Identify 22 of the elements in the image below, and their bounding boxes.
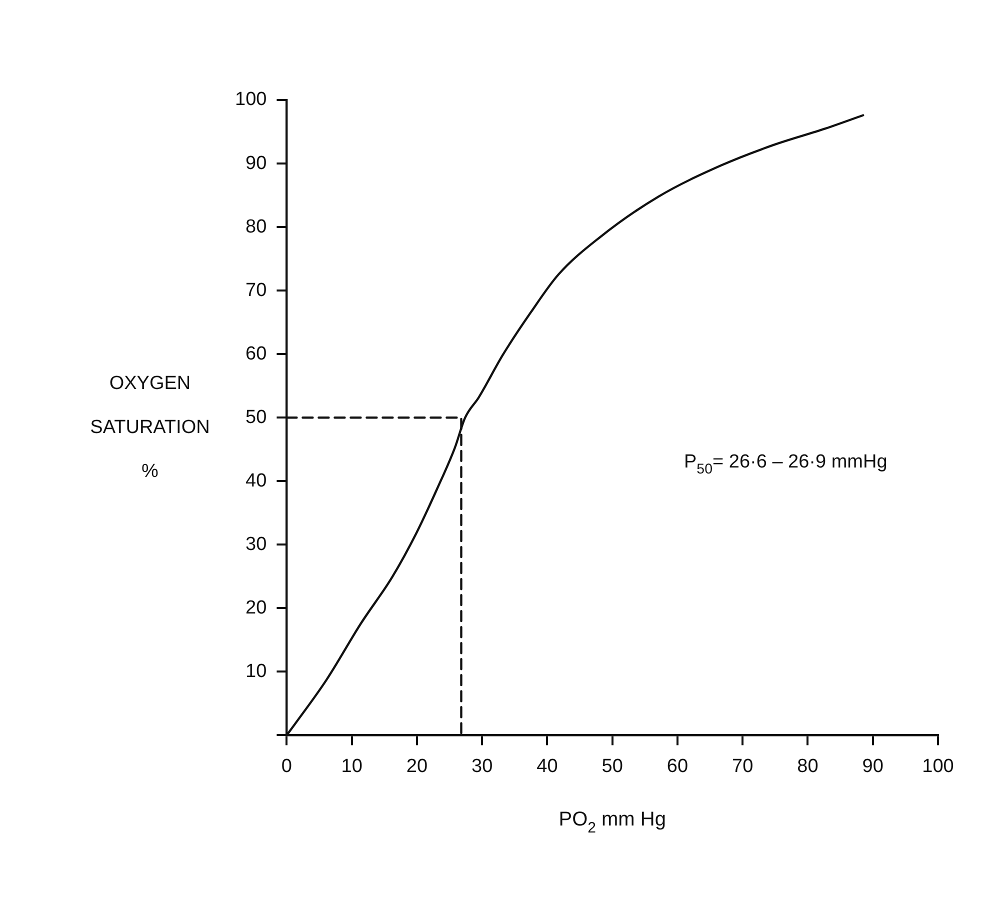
x-tick-label: 0	[281, 756, 292, 777]
x-tick-label: 30	[472, 756, 493, 777]
y-tick-label: 20	[246, 597, 267, 618]
y-tick-label: 90	[246, 152, 267, 174]
y-tick-label: 100	[235, 89, 267, 110]
y-tick-label: 50	[246, 406, 267, 428]
x-tick-label: 90	[862, 756, 884, 777]
y-tick-label: 10	[246, 660, 267, 682]
y-tick-label: 70	[246, 280, 267, 301]
text: OXYGEN SATURATION %	[90, 372, 210, 482]
x-tick-label: 80	[797, 756, 818, 777]
y-tick-label: 40	[246, 470, 267, 492]
y-tick-label: 30	[246, 534, 267, 555]
x-tick-label: 20	[406, 756, 428, 777]
x-tick-label: 100	[922, 756, 954, 777]
x-tick-label: 40	[536, 756, 558, 777]
y-tick-label: 80	[246, 216, 267, 238]
y-tick-label: 60	[246, 343, 267, 364]
x-tick-label: 10	[341, 756, 362, 777]
x-tick-label: 70	[732, 756, 754, 777]
x-tick-label: 60	[666, 756, 688, 777]
x-tick-label: 50	[602, 756, 623, 777]
